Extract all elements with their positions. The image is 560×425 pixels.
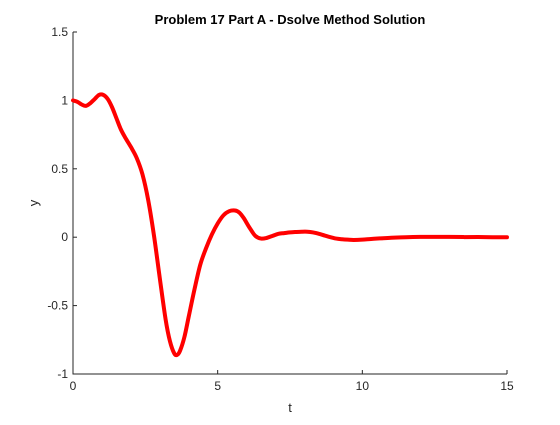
axis-lines [72,32,507,375]
x-axis-label: t [288,400,292,415]
x-tick-label: 10 [356,379,370,393]
x-tick-label: 15 [500,379,514,393]
x-tick-label: 0 [70,379,77,393]
y-tick-labels: -1 -0.5 0 0.5 1 1.5 [47,25,68,381]
plot-area: 0 5 10 15 -1 -0.5 0 0.5 1 1.5 [47,25,514,393]
y-axis-label: y [26,199,41,206]
y-tick-label: -0.5 [47,299,68,313]
chart-title: Problem 17 Part A - Dsolve Method Soluti… [155,12,426,27]
x-tick-label: 5 [214,379,221,393]
y-tick-label: -1 [57,367,68,381]
series-line-0 [71,92,509,358]
tick-marks [72,31,508,375]
x-tick-labels: 0 5 10 15 [70,379,514,393]
y-tick-label: 1.5 [51,25,68,39]
series-group [71,92,509,358]
y-tick-label: 0.5 [51,162,68,176]
y-tick-label: 0 [61,230,68,244]
y-tick-label: 1 [61,93,68,107]
